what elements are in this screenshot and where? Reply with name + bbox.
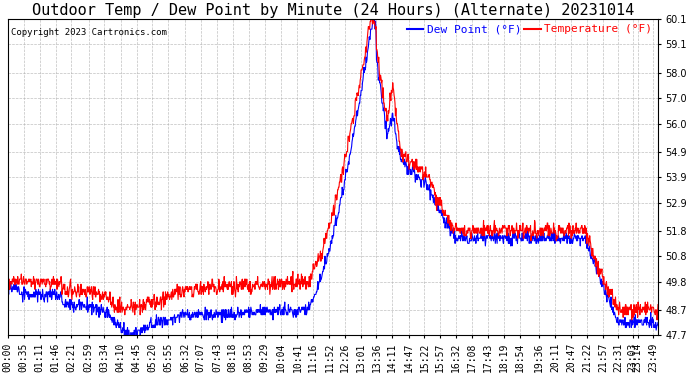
Text: Copyright 2023 Cartronics.com: Copyright 2023 Cartronics.com: [11, 28, 167, 38]
Title: Outdoor Temp / Dew Point by Minute (24 Hours) (Alternate) 20231014: Outdoor Temp / Dew Point by Minute (24 H…: [32, 3, 634, 18]
Legend: Dew Point (°F), Temperature (°F): Dew Point (°F), Temperature (°F): [406, 24, 653, 34]
